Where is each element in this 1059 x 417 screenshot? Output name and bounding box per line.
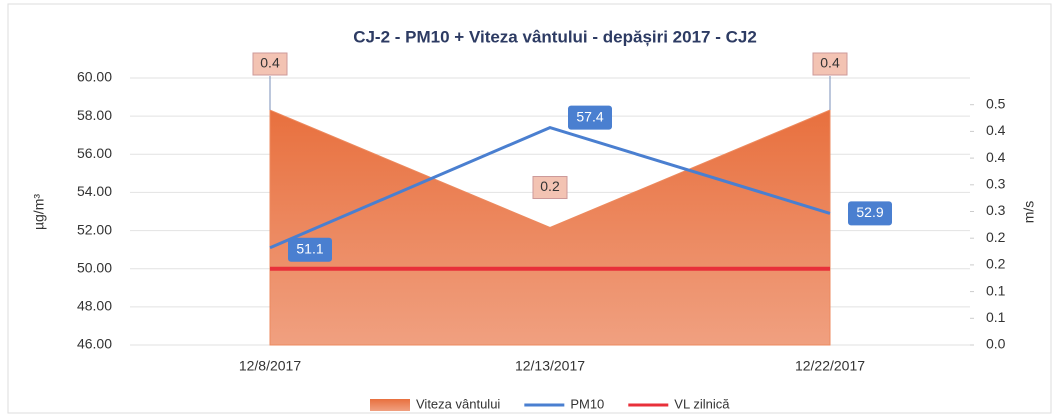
y-tick-label: 46.00 xyxy=(77,336,112,352)
y-tick-label: 48.00 xyxy=(77,298,112,314)
data-label-box xyxy=(288,237,332,262)
x-tick-label: 12/22/2017 xyxy=(795,358,865,374)
y-tick-label: 52.00 xyxy=(77,221,112,237)
x-tick-label: 12/8/2017 xyxy=(239,358,301,374)
y2-tick-label: 0.4 xyxy=(986,149,1006,165)
y2-tick-label: 0.1 xyxy=(986,282,1006,298)
data-label: 0.4 xyxy=(260,55,280,71)
chart-title: CJ-2 - PM10 + Viteza vântului - depășiri… xyxy=(353,27,757,46)
legend-label: VL zilnică xyxy=(674,396,730,411)
y2-tick-label: 0.4 xyxy=(986,122,1006,138)
y2-tick-label: 0.3 xyxy=(986,176,1006,192)
data-label: 51.1 xyxy=(296,240,323,256)
x-tick-label: 12/13/2017 xyxy=(515,358,585,374)
data-label-box xyxy=(848,201,892,226)
legend-label: PM10 xyxy=(570,396,604,411)
y-tick-label: 60.00 xyxy=(77,69,112,85)
line xyxy=(269,125,831,250)
y2-tick-label: 0.0 xyxy=(986,336,1006,352)
data-label-box xyxy=(568,105,612,130)
y-tick-label: 50.00 xyxy=(77,259,112,275)
legend-swatch xyxy=(370,399,410,411)
y2-tick-label: 0.5 xyxy=(986,95,1006,111)
y-axis-label: µg/m³ xyxy=(31,194,47,230)
y-tick-label: 56.00 xyxy=(77,145,112,161)
data-label: 57.4 xyxy=(576,108,603,124)
data-label-box xyxy=(532,176,568,200)
area xyxy=(269,109,831,346)
y-tick-label: 58.00 xyxy=(77,107,112,123)
data-label-box xyxy=(252,52,288,76)
y2-tick-label: 0.2 xyxy=(986,229,1006,245)
y2-tick-label: 0.1 xyxy=(986,309,1006,325)
data-label-box xyxy=(812,52,848,76)
data-label: 0.2 xyxy=(540,178,560,194)
chart-frame xyxy=(7,3,1052,414)
y-tick-label: 54.00 xyxy=(77,183,112,199)
legend-label: Viteza vântului xyxy=(416,396,500,411)
y2-axis-label: m/s xyxy=(1021,201,1037,224)
data-label: 0.4 xyxy=(820,55,840,71)
y2-tick-label: 0.2 xyxy=(986,256,1006,272)
y2-tick-label: 0.3 xyxy=(986,202,1006,218)
data-label: 52.9 xyxy=(856,204,883,220)
